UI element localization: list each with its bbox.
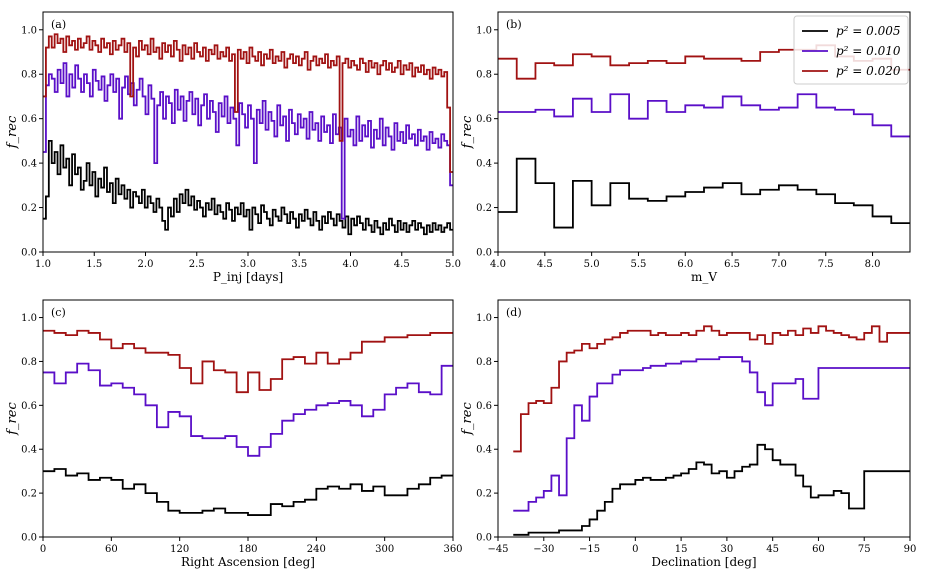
legend-label: p² = 0.020 <box>836 64 901 78</box>
x-tick-label: 0 <box>40 544 46 555</box>
x-tick-label: 240 <box>307 544 326 555</box>
y-tick-label: 0.8 <box>476 357 492 368</box>
x-tick-label: 1.5 <box>86 259 102 270</box>
x-tick-label: 8.0 <box>865 259 881 270</box>
x-axis-label: m_V <box>691 270 717 284</box>
y-tick-label: 1.0 <box>476 25 492 36</box>
x-axis-label: Right Ascension [deg] <box>181 555 315 569</box>
legend: p² = 0.005 p² = 0.010 p² = 0.020 <box>793 15 909 85</box>
y-tick-label: 0.8 <box>476 70 492 81</box>
panel-label: (b) <box>506 18 522 31</box>
y-tick-label: 0.8 <box>21 70 37 81</box>
y-tick-label: 0.4 <box>476 445 492 456</box>
x-tick-label: 45 <box>766 544 779 555</box>
y-tick-label: 0.2 <box>21 489 37 500</box>
panel-c: 0 60 120 180 240 300 360 0.0 0.2 0.4 0.6 0.8 1.0 (c) R… <box>5 299 463 569</box>
x-axis-label: Declination [deg] <box>651 555 756 569</box>
x-tick-label: 120 <box>170 544 189 555</box>
x-tick-label: 30 <box>721 544 734 555</box>
legend-label: p² = 0.010 <box>836 44 901 58</box>
x-tick-label: 2.0 <box>138 259 154 270</box>
x-tick-label: 1.0 <box>35 259 51 270</box>
y-tick-label: 0.0 <box>476 533 492 544</box>
x-tick-label: 15 <box>675 544 688 555</box>
x-tick-label: 300 <box>375 544 394 555</box>
y-axis-label: f_rec <box>5 402 20 436</box>
x-axis-label: P_inj [days] <box>213 270 283 284</box>
y-tick-label: 0.4 <box>21 445 37 456</box>
x-tick-label: 4.0 <box>343 259 359 270</box>
axes-frame <box>497 11 911 253</box>
series-line-3 <box>513 325 910 453</box>
y-tick-label: 0.6 <box>21 401 37 412</box>
y-axis-label: f_rec <box>460 402 475 436</box>
x-tick-label: 3.0 <box>240 259 256 270</box>
y-tick-label: 1.0 <box>21 313 37 324</box>
y-tick-label: 0.8 <box>21 357 37 368</box>
y-tick-label: 0.6 <box>476 401 492 412</box>
x-tick-label: 2.5 <box>189 259 205 270</box>
series-line-2 <box>43 362 453 457</box>
panel-label: (a) <box>51 18 66 31</box>
series-line-3 <box>43 329 453 394</box>
x-tick-label: 5.0 <box>445 259 461 270</box>
panel-label: (c) <box>51 306 66 319</box>
x-tick-label: 0 <box>632 544 638 555</box>
x-tick-label: 4.0 <box>490 259 506 270</box>
x-tick-label: 7.5 <box>818 259 834 270</box>
x-tick-label: −15 <box>579 544 600 555</box>
x-tick-label: 3.5 <box>291 259 307 270</box>
y-tick-label: 0.0 <box>21 533 37 544</box>
x-tick-label: −30 <box>533 544 554 555</box>
series-line-1 <box>43 139 453 236</box>
y-tick-label: 0.2 <box>476 489 492 500</box>
y-tick-label: 0.6 <box>476 114 492 125</box>
axes-frame <box>42 299 454 538</box>
panel-label: (d) <box>506 306 522 319</box>
y-axis-label: f_rec <box>5 115 20 149</box>
x-tick-label: 60 <box>812 544 825 555</box>
legend-label: p² = 0.005 <box>836 24 901 38</box>
y-axis-label: f_rec <box>460 115 475 149</box>
x-tick-label: 5.5 <box>631 259 647 270</box>
x-tick-label: 4.5 <box>394 259 410 270</box>
y-tick-label: 0.4 <box>476 159 492 170</box>
x-tick-label: 90 <box>904 544 917 555</box>
y-tick-label: 0.4 <box>21 159 37 170</box>
series-line-3 <box>43 33 453 173</box>
x-tick-label: 180 <box>238 544 257 555</box>
y-tick-label: 0.6 <box>21 114 37 125</box>
x-tick-label: 6.5 <box>724 259 740 270</box>
legend-box <box>793 15 909 85</box>
x-tick-label: 360 <box>443 544 462 555</box>
panel-d: −45 −30 −15 0 15 30 45 60 75 90 0.0 0.2 0.4 0.6 0.8 1.0… <box>460 299 917 569</box>
series-line-1 <box>43 468 453 516</box>
y-tick-label: 0.0 <box>476 248 492 259</box>
x-tick-label: 4.5 <box>537 259 553 270</box>
series-line-2 <box>513 356 910 512</box>
x-tick-label: 60 <box>105 544 118 555</box>
x-tick-label: 75 <box>858 544 871 555</box>
axes-frame <box>497 299 911 538</box>
y-tick-label: 0.2 <box>476 203 492 214</box>
y-tick-label: 1.0 <box>21 25 37 36</box>
y-tick-label: 0.0 <box>21 248 37 259</box>
y-tick-label: 0.2 <box>21 203 37 214</box>
x-tick-label: −45 <box>487 544 508 555</box>
x-tick-label: 6.0 <box>677 259 693 270</box>
series-line-1 <box>498 157 910 229</box>
x-tick-label: 5.0 <box>584 259 600 270</box>
y-tick-label: 1.0 <box>476 313 492 324</box>
panel-b: 4.0 4.5 5.0 5.5 6.0 6.5 7.0 7.5 8.0 0.0 0.2 0.4 0.6 0… <box>460 11 911 284</box>
series-line-2 <box>43 62 453 220</box>
series-line-2 <box>498 93 910 138</box>
panel-a: 1.0 1.5 2.0 2.5 3.0 3.5 4.0 4.5 5.0 0.0 0.2 0.4 0.6 0… <box>5 11 461 284</box>
series-line-1 <box>513 443 910 536</box>
x-tick-label: 7.0 <box>771 259 787 270</box>
